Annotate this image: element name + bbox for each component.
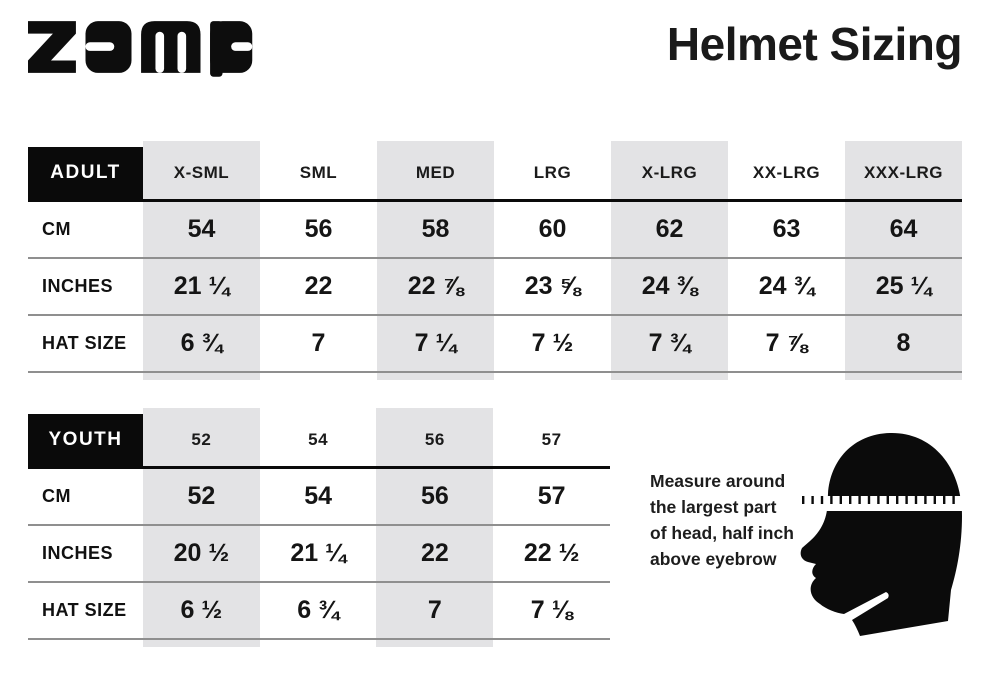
- table-value: 22: [304, 272, 333, 300]
- table-value: 23 ⅝: [524, 272, 581, 300]
- table-value: 21 ¼: [290, 539, 346, 567]
- table-value: 21 ¼: [173, 272, 230, 300]
- table-value: 25 ¼: [875, 272, 932, 300]
- youth-column-header-56: 56: [424, 430, 445, 449]
- row-label: HAT SIZE: [42, 333, 127, 353]
- row-label: CM: [42, 486, 71, 506]
- table-value: 24 ⅜: [641, 272, 698, 300]
- youth-row-hatsize: HAT SIZE 6 ½ 6 ¾ 7 7 ⅛: [28, 583, 610, 640]
- table-value: 22: [420, 539, 449, 567]
- table-value: 57: [537, 482, 566, 510]
- table-value: 54: [187, 215, 216, 243]
- table-value: 60: [538, 215, 567, 243]
- table-value: 63: [772, 215, 801, 243]
- table-value: 6 ¾: [297, 596, 339, 624]
- adult-column-header-xxlrg: XX-LRG: [752, 163, 821, 182]
- adult-table-label: ADULT: [28, 147, 143, 199]
- table-value: 22 ⅞: [407, 272, 464, 300]
- measurement-note-line: of head, half inch: [650, 523, 794, 543]
- youth-row-inches: INCHES 20 ½ 21 ¼ 22 22 ½: [28, 526, 610, 583]
- table-value: 7 ⅛: [530, 596, 573, 624]
- adult-row-inches: INCHES 21 ¼ 22 22 ⅞ 23 ⅝ 24 ⅜ 24 ¾ 25 ¼: [28, 259, 962, 316]
- measurement-note: Measure around the largest part of head,…: [650, 468, 794, 572]
- table-value: 6 ½: [180, 596, 223, 624]
- page-title: Helmet Sizing: [666, 18, 963, 70]
- table-value: 7 ¼: [414, 329, 457, 357]
- table-value: 52: [187, 482, 216, 510]
- youth-column-header-54: 54: [308, 430, 329, 449]
- adult-column-header-med: MED: [415, 163, 456, 182]
- table-value: 58: [421, 215, 450, 243]
- table-value: 56: [304, 215, 333, 243]
- adult-row-hatsize: HAT SIZE 6 ¾ 7 7 ¼ 7 ½ 7 ¾ 7 ⅞ 8: [28, 316, 962, 373]
- table-value: 7: [311, 329, 326, 357]
- row-label: INCHES: [42, 543, 114, 563]
- youth-sizing-table: YOUTH 52 54 56 57 CM 52 54 56 57 INCHES …: [28, 408, 610, 647]
- row-label: INCHES: [42, 276, 114, 296]
- head-profile-illustration: [800, 433, 963, 636]
- measurement-note-line: Measure around: [650, 471, 786, 491]
- table-value: 7: [427, 596, 442, 624]
- zamp-logo: [28, 21, 253, 77]
- table-value: 54: [304, 482, 333, 510]
- table-value: 56: [420, 482, 449, 510]
- youth-column-header-52: 52: [191, 430, 212, 449]
- measuring-tape-band: [800, 496, 963, 511]
- column-stripe: [143, 141, 260, 380]
- adult-column-header-xlrg: X-LRG: [641, 163, 698, 182]
- measurement-note-line: the largest part: [650, 497, 777, 517]
- adult-row-cm: CM 54 56 58 60 62 63 64: [28, 202, 962, 259]
- adult-column-header-xsml: X-SML: [173, 163, 230, 182]
- row-label: CM: [42, 219, 71, 239]
- table-value: 64: [889, 215, 918, 243]
- measurement-note-line: above eyebrow: [650, 549, 777, 569]
- table-value: 20 ½: [173, 539, 230, 567]
- youth-column-header-57: 57: [541, 430, 562, 449]
- row-label: HAT SIZE: [42, 600, 127, 620]
- column-stripe: [143, 408, 260, 647]
- youth-table-label: YOUTH: [28, 414, 143, 466]
- adult-column-header-xxxlrg: XXX-LRG: [863, 163, 944, 182]
- adult-column-header-sml: SML: [299, 163, 338, 182]
- youth-header-row: YOUTH 52 54 56 57: [28, 414, 610, 469]
- table-value: 6 ¾: [180, 329, 223, 357]
- table-value: 24 ¾: [758, 272, 815, 300]
- table-value: 7 ½: [531, 329, 574, 357]
- column-stripe: [376, 408, 493, 647]
- head-silhouette: [800, 433, 962, 636]
- table-value: 8: [896, 329, 911, 357]
- table-value: 62: [655, 215, 684, 243]
- adult-sizing-table: ADULT X-SML SML MED LRG X-LRG XX-LRG XXX…: [28, 141, 962, 380]
- column-stripe: [377, 141, 494, 380]
- table-value: 22 ½: [523, 539, 580, 567]
- youth-row-cm: CM 52 54 56 57: [28, 469, 610, 526]
- adult-header-row: ADULT X-SML SML MED LRG X-LRG XX-LRG XXX…: [28, 147, 962, 202]
- table-value: 7 ⅞: [765, 329, 808, 357]
- adult-column-header-lrg: LRG: [533, 163, 572, 182]
- column-stripe: [845, 141, 962, 380]
- table-value: 7 ¾: [648, 329, 691, 357]
- column-stripe: [611, 141, 728, 380]
- zamp-logo-letters: [28, 21, 253, 77]
